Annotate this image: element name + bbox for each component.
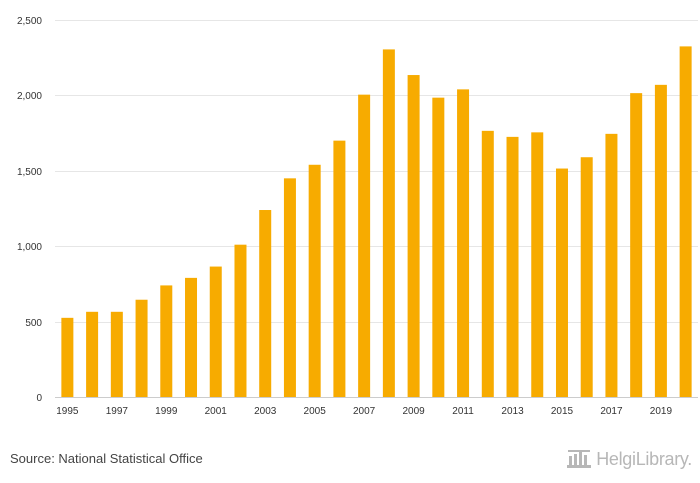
x-tick-label: 2019 [650,406,673,417]
y-axis-labels: 0 500 1,000 1,500 2,000 2,500 [17,16,42,404]
bars [61,46,692,398]
x-tick-label: 2015 [551,406,574,417]
logo-text: HelgiLibrary. [596,448,692,469]
bar-2006[interactable] [333,140,346,397]
x-tick-label: 2017 [600,406,623,417]
x-tick-label: 1997 [106,406,129,417]
bar-2007[interactable] [358,94,371,398]
bar-2004[interactable] [283,178,296,397]
y-tick-label: 500 [25,318,42,329]
y-tick-label: 2,500 [17,16,42,27]
helgi-library-logo[interactable]: HelgiLibrary. [566,446,692,472]
bar-2015[interactable] [555,168,568,397]
y-tick-label: 0 [36,393,42,404]
source-note: Source: National Statistical Office [10,451,203,466]
bar-2013[interactable] [506,136,519,397]
y-tick-label: 1,000 [17,242,42,253]
bar-2019[interactable] [654,84,667,397]
x-tick-label: 2013 [501,406,524,417]
y-tick-label: 2,000 [17,91,42,102]
bar-2000[interactable] [185,277,198,397]
bar-2020[interactable] [679,46,692,397]
x-tick-label: 2003 [254,406,277,417]
x-tick-label: 2009 [402,406,425,417]
gridlines [55,20,698,398]
bar-chart: 0 500 1,000 1,500 2,000 2,500 1995 1997 1999 200… [17,16,698,417]
x-tick-label: 1999 [155,406,178,417]
bar-2010[interactable] [432,97,445,397]
bar-1998[interactable] [135,299,148,397]
y-tick-label: 1,500 [17,167,42,178]
bar-2008[interactable] [382,49,395,397]
bar-1995[interactable] [61,317,74,397]
x-tick-label: 1995 [56,406,79,417]
bar-2001[interactable] [209,266,222,397]
bar-2003[interactable] [259,210,272,397]
library-building-icon [567,450,592,468]
bar-2009[interactable] [407,75,420,397]
bar-2018[interactable] [630,93,643,397]
x-tick-label: 2007 [353,406,376,417]
bar-1996[interactable] [86,311,99,397]
x-tick-label: 2001 [205,406,228,417]
bar-2002[interactable] [234,244,247,397]
bar-2011[interactable] [457,89,470,398]
bar-2005[interactable] [308,164,321,397]
x-axis-labels: 1995 1997 1999 2001 2003 2005 2007 2009 2011 2013… [56,406,672,417]
x-tick-label: 2011 [452,406,474,417]
bar-1999[interactable] [160,285,173,397]
bar-2012[interactable] [481,130,494,397]
bar-2014[interactable] [531,132,544,397]
footer: Source: National Statistical Office Helg… [0,440,700,483]
x-tick-label: 2005 [304,406,327,417]
bar-1997[interactable] [110,311,123,397]
bar-2016[interactable] [580,157,593,397]
bar-2017[interactable] [605,133,618,397]
